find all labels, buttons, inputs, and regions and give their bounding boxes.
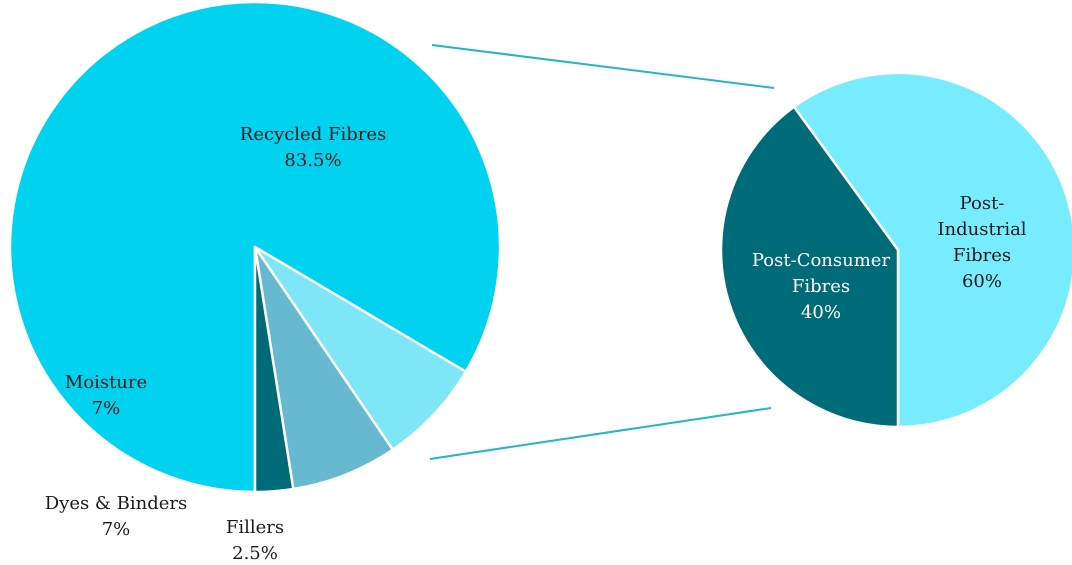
pie-slice-moisture: [253, 245, 468, 451]
pie-slice-fillers: [253, 245, 295, 494]
slice-value-post-industrial: 60%: [962, 271, 1002, 292]
slice-value-post-consumer: 40%: [801, 302, 841, 323]
slice-value-recycled-fibres: 83.5%: [284, 150, 341, 171]
connector-lines: [429, 44, 775, 460]
slice-value-fillers: 2.5%: [232, 543, 278, 564]
slice-label-recycled-fibres: Recycled Fibres: [240, 124, 386, 145]
slice-label-post-industrial-line1: Post-: [960, 193, 1005, 214]
slice-label-fillers: Fillers: [226, 517, 284, 538]
slice-label-post-industrial-line3: Fibres: [953, 245, 1011, 266]
pie-slice-post-consumer-fibres: [719, 105, 900, 429]
secondary-pie-labels: Post- Industrial Fibres 60% Post-Consume…: [752, 193, 1027, 323]
secondary-pie: [719, 71, 1072, 429]
slice-label-post-consumer-line2: Fibres: [792, 276, 850, 297]
slice-label-post-industrial-line2: Industrial: [937, 219, 1026, 240]
slice-value-dyes-binders: 7%: [102, 519, 131, 540]
slice-label-post-consumer-line1: Post-Consumer: [752, 250, 891, 271]
slice-label-dyes-binders: Dyes & Binders: [45, 493, 188, 514]
main-pie-labels: Recycled Fibres 83.5% Moisture 7% Dyes &…: [45, 124, 387, 564]
pie-slice-post-industrial-fibres: [792, 71, 1072, 429]
connector-line-bottom: [429, 407, 772, 460]
slice-value-moisture: 7%: [92, 398, 121, 419]
pie-slice-dyes-binders: [253, 245, 394, 491]
main-pie: [8, 0, 502, 494]
slice-label-moisture: Moisture: [65, 372, 147, 393]
pie-slice-recycled-fibres: [8, 0, 502, 494]
connector-line-top: [431, 44, 775, 89]
